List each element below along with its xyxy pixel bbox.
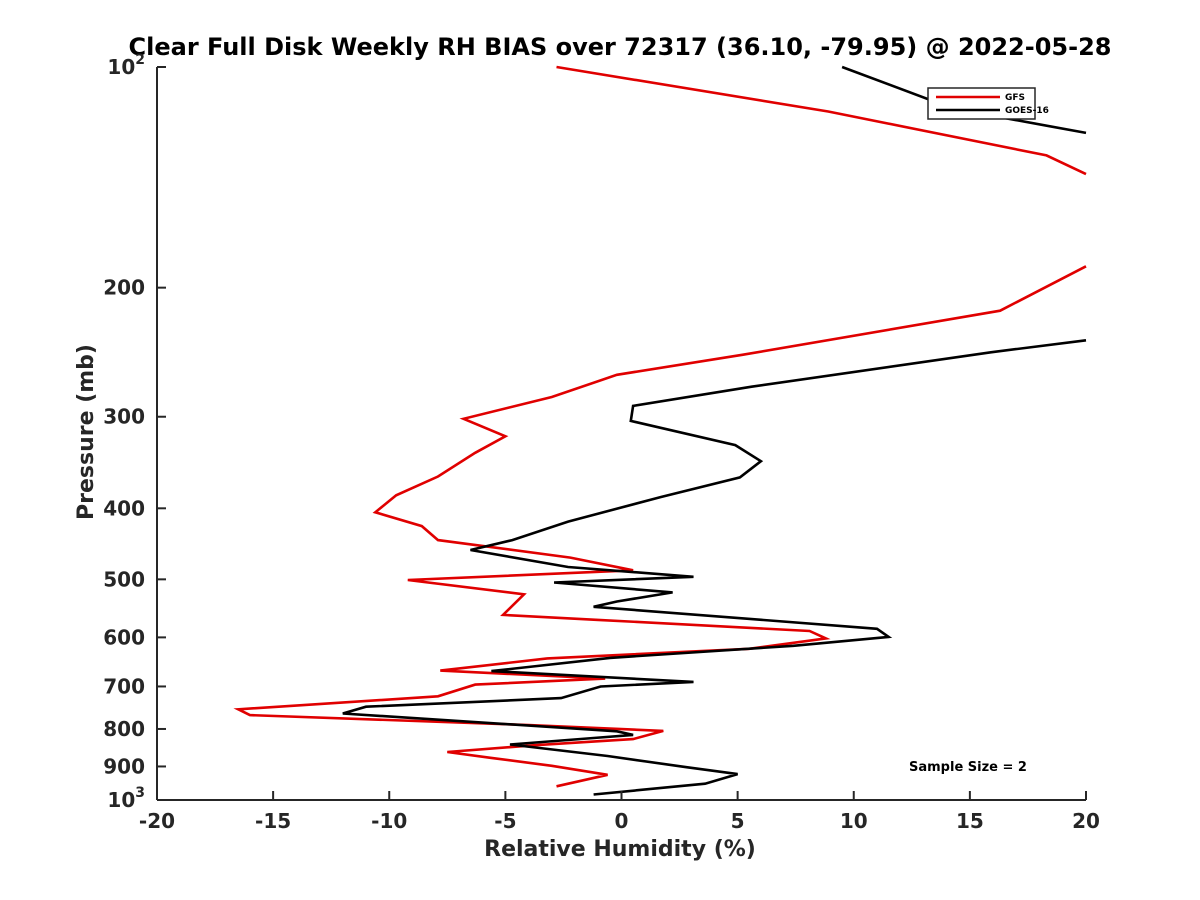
y-tick-label: 600 <box>103 625 145 649</box>
x-tick-label: -15 <box>255 809 291 833</box>
y-tick-label: 103 <box>107 785 145 812</box>
legend-label: GFS <box>1005 93 1025 103</box>
y-tick-label: 500 <box>103 567 145 591</box>
y-tick-label: 400 <box>103 496 145 520</box>
y-axis-label: Pressure (mb) <box>74 344 99 520</box>
series-line-gfs <box>556 65 1087 176</box>
x-tick-label: -10 <box>371 809 407 833</box>
x-tick-label: 10 <box>840 809 868 833</box>
x-axis-label: Relative Humidity (%) <box>484 837 756 862</box>
x-tick-label: 15 <box>956 809 984 833</box>
y-tick-label: 700 <box>103 674 145 698</box>
x-tick-label: -5 <box>494 809 516 833</box>
x-tick-label: 20 <box>1072 809 1100 833</box>
x-tick-label: 5 <box>731 809 745 833</box>
x-tick-label: 0 <box>615 809 629 833</box>
x-tick-label: -20 <box>139 809 175 833</box>
series-line-goes-16 <box>342 339 1087 796</box>
y-tick-label: 300 <box>103 405 145 429</box>
y-tick-label: 200 <box>103 276 145 300</box>
chart-title: Clear Full Disk Weekly RH BIAS over 7231… <box>129 33 1112 61</box>
legend-label: GOES-16 <box>1005 106 1049 116</box>
legend-box <box>927 87 1036 120</box>
y-tick-label: 800 <box>103 717 145 741</box>
plot-lines <box>233 65 1087 796</box>
x-axis-ticks: -20 -15 -10 -5 0 5 10 15 20 <box>139 791 1100 833</box>
series-line-gfs <box>233 265 1087 788</box>
sample-size-annotation: Sample Size = 2 <box>909 760 1027 775</box>
legend: GFS GOES-16 <box>927 87 1049 120</box>
y-tick-label: 102 <box>107 52 145 79</box>
y-axis-ticks: 102 200 300 400 500 600 700 800 900 103 <box>103 52 166 812</box>
y-tick-label: 900 <box>103 754 145 778</box>
